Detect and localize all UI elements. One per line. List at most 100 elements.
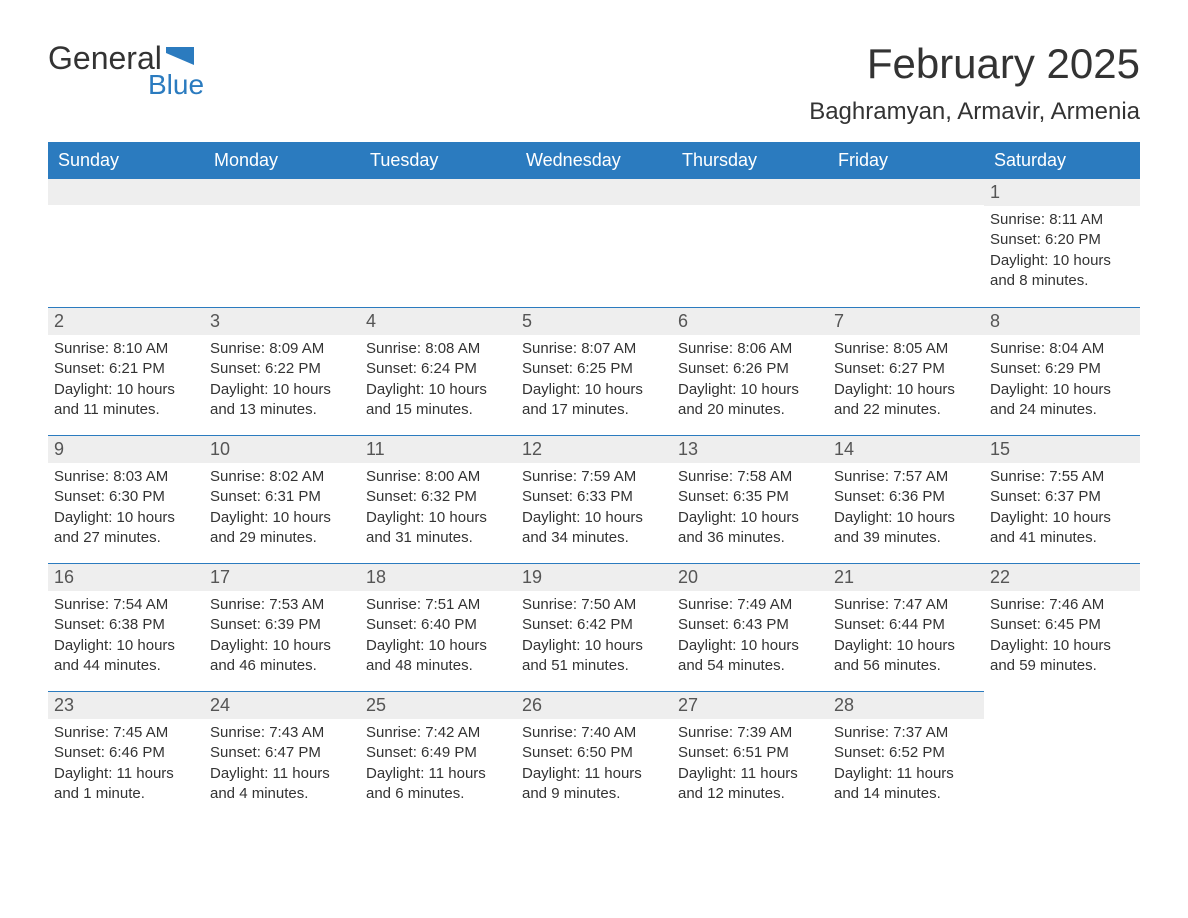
- daylight-text: Daylight: 10 hours and 54 minutes.: [678, 636, 822, 677]
- day-cell: 27Sunrise: 7:39 AMSunset: 6:51 PMDayligh…: [672, 691, 828, 819]
- daylight-text: Daylight: 10 hours and 36 minutes.: [678, 508, 822, 549]
- day-number: 10: [204, 435, 360, 463]
- day-number: 2: [48, 307, 204, 335]
- day-number: 27: [672, 691, 828, 719]
- daylight-text: Daylight: 10 hours and 51 minutes.: [522, 636, 666, 677]
- day-number: 14: [828, 435, 984, 463]
- daylight-text: Daylight: 10 hours and 39 minutes.: [834, 508, 978, 549]
- sunrise-text: Sunrise: 7:54 AM: [54, 595, 198, 615]
- empty-cell: [984, 691, 1140, 819]
- week-row: 16 Sunrise: 7:54 AMSunset: 6:38 PM Dayligh…: [48, 563, 1140, 691]
- sunrise-text: Sunrise: 8:03 AM: [54, 467, 198, 487]
- sunrise-text: Sunrise: 7:59 AM: [522, 467, 666, 487]
- dow-sunday: Sunday: [48, 142, 204, 179]
- month-title: February 2025: [809, 40, 1140, 88]
- location: Baghramyan, Armavir, Armenia: [809, 98, 1140, 126]
- day-cell: 15 Sunrise: 7:55 AMSunset: 6:37 PMDayligh…: [984, 435, 1140, 563]
- sunset-text: Sunset: 6:24 PM: [366, 359, 510, 379]
- sunset-text: Sunset: 6:52 PM: [834, 743, 978, 763]
- daylight-text: Daylight: 11 hours and 6 minutes.: [366, 764, 510, 805]
- sunset-text: Sunset: 6:37 PM: [990, 487, 1134, 507]
- sunset-text: Sunset: 6:38 PM: [54, 615, 198, 635]
- sunset-text: Sunset: 6:20 PM: [990, 230, 1134, 250]
- sunset-text: Sunset: 6:49 PM: [366, 743, 510, 763]
- dow-friday: Friday: [828, 142, 984, 179]
- sunset-text: Sunset: 6:42 PM: [522, 615, 666, 635]
- header: General Blue February 2025 Baghramyan, A…: [48, 40, 1140, 136]
- sunset-text: Sunset: 6:36 PM: [834, 487, 978, 507]
- day-number: 28: [828, 691, 984, 719]
- logo-text-1: General: [48, 40, 162, 77]
- days-of-week-header: SundayMondayTuesdayWednesdayThursdayFrid…: [48, 142, 1140, 179]
- day-cell: 28Sunrise: 7:37 AMSunset: 6:52 PMDayligh…: [828, 691, 984, 819]
- daylight-text: Daylight: 10 hours and 17 minutes.: [522, 380, 666, 421]
- daylight-text: Daylight: 10 hours and 34 minutes.: [522, 508, 666, 549]
- day-cell: 10Sunrise: 8:02 AMSunset: 6:31 PMDayligh…: [204, 435, 360, 563]
- day-number: 18: [360, 563, 516, 591]
- day-cell: 7Sunrise: 8:05 AMSunset: 6:27 PMDaylight…: [828, 307, 984, 435]
- sunset-text: Sunset: 6:27 PM: [834, 359, 978, 379]
- empty-daynum-bar: [828, 179, 984, 205]
- sunrise-text: Sunrise: 7:57 AM: [834, 467, 978, 487]
- day-cell: 4 Sunrise: 8:08 AMSunset: 6:24 PMDaylight…: [360, 307, 516, 435]
- empty-cell: [828, 179, 984, 307]
- sunset-text: Sunset: 6:43 PM: [678, 615, 822, 635]
- day-number: 16: [48, 563, 204, 591]
- sunset-text: Sunset: 6:45 PM: [990, 615, 1134, 635]
- sunrise-text: Sunrise: 7:42 AM: [366, 723, 510, 743]
- day-cell: 1Sunrise: 8:11 AMSunset: 6:20 PMDaylight…: [984, 179, 1140, 307]
- sunrise-text: Sunrise: 7:47 AM: [834, 595, 978, 615]
- sunrise-text: Sunrise: 8:08 AM: [366, 339, 510, 359]
- sunset-text: Sunset: 6:44 PM: [834, 615, 978, 635]
- logo-text-2: Blue: [148, 69, 204, 101]
- day-cell: 26Sunrise: 7:40 AMSunset: 6:50 PMDayligh…: [516, 691, 672, 819]
- sunset-text: Sunset: 6:39 PM: [210, 615, 354, 635]
- sunrise-text: Sunrise: 7:51 AM: [366, 595, 510, 615]
- sunset-text: Sunset: 6:46 PM: [54, 743, 198, 763]
- day-number: 8: [984, 307, 1140, 335]
- daylight-text: Daylight: 11 hours and 9 minutes.: [522, 764, 666, 805]
- sunrise-text: Sunrise: 8:02 AM: [210, 467, 354, 487]
- day-number: 6: [672, 307, 828, 335]
- sunrise-text: Sunrise: 7:49 AM: [678, 595, 822, 615]
- daylight-text: Daylight: 10 hours and 31 minutes.: [366, 508, 510, 549]
- sunrise-text: Sunrise: 8:06 AM: [678, 339, 822, 359]
- sunrise-text: Sunrise: 8:05 AM: [834, 339, 978, 359]
- daylight-text: Daylight: 10 hours and 24 minutes.: [990, 380, 1134, 421]
- day-cell: 17Sunrise: 7:53 AMSunset: 6:39 PMDayligh…: [204, 563, 360, 691]
- sunrise-text: Sunrise: 8:11 AM: [990, 210, 1134, 230]
- daylight-text: Daylight: 10 hours and 20 minutes.: [678, 380, 822, 421]
- daylight-text: Daylight: 10 hours and 11 minutes.: [54, 380, 198, 421]
- day-cell: 24Sunrise: 7:43 AMSunset: 6:47 PMDayligh…: [204, 691, 360, 819]
- sunrise-text: Sunrise: 7:46 AM: [990, 595, 1134, 615]
- day-number: 24: [204, 691, 360, 719]
- daylight-text: Daylight: 10 hours and 27 minutes.: [54, 508, 198, 549]
- daylight-text: Daylight: 10 hours and 41 minutes.: [990, 508, 1134, 549]
- day-number: 13: [672, 435, 828, 463]
- dow-saturday: Saturday: [984, 142, 1140, 179]
- day-number: 19: [516, 563, 672, 591]
- empty-daynum-bar: [360, 179, 516, 205]
- logo: General Blue: [48, 40, 204, 101]
- day-cell: 22Sunrise: 7:46 AMSunset: 6:45 PMDayligh…: [984, 563, 1140, 691]
- daylight-text: Daylight: 10 hours and 15 minutes.: [366, 380, 510, 421]
- sunrise-text: Sunrise: 7:45 AM: [54, 723, 198, 743]
- day-cell: 20Sunrise: 7:49 AMSunset: 6:43 PMDayligh…: [672, 563, 828, 691]
- daylight-text: Daylight: 11 hours and 1 minute.: [54, 764, 198, 805]
- day-cell: 3Sunrise: 8:09 AMSunset: 6:22 PMDaylight…: [204, 307, 360, 435]
- empty-cell: [360, 179, 516, 307]
- sunrise-text: Sunrise: 7:55 AM: [990, 467, 1134, 487]
- day-cell: 25Sunrise: 7:42 AMSunset: 6:49 PMDayligh…: [360, 691, 516, 819]
- sunrise-text: Sunrise: 7:43 AM: [210, 723, 354, 743]
- day-cell: 5Sunrise: 8:07 AMSunset: 6:25 PMDaylight…: [516, 307, 672, 435]
- day-cell: 13Sunrise: 7:58 AMSunset: 6:35 PMDayligh…: [672, 435, 828, 563]
- sunset-text: Sunset: 6:47 PM: [210, 743, 354, 763]
- day-number: 4: [360, 307, 516, 335]
- week-row: 9Sunrise: 8:03 AMSunset: 6:30 PMDaylight…: [48, 435, 1140, 563]
- day-cell: 8Sunrise: 8:04 AMSunset: 6:29 PMDaylight…: [984, 307, 1140, 435]
- sunrise-text: Sunrise: 7:53 AM: [210, 595, 354, 615]
- day-number: 15: [984, 435, 1140, 463]
- sunset-text: Sunset: 6:35 PM: [678, 487, 822, 507]
- empty-daynum-bar: [204, 179, 360, 205]
- sunrise-text: Sunrise: 8:09 AM: [210, 339, 354, 359]
